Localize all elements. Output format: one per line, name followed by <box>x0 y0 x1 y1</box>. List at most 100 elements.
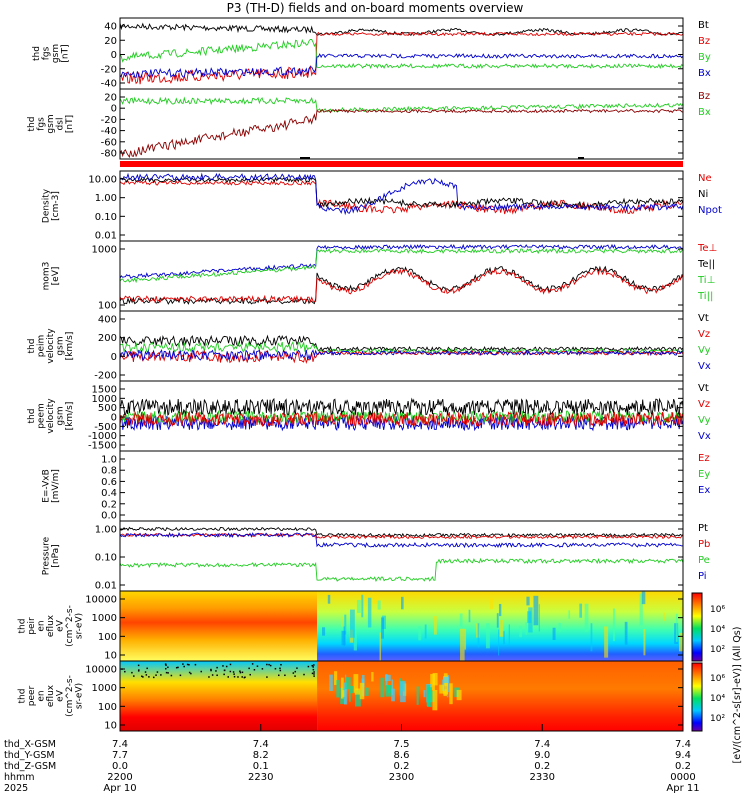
spectrogram-cell <box>210 668 212 671</box>
spectrogram-cell <box>225 665 228 668</box>
y-axis-label-line: thd <box>27 409 37 424</box>
spectrogram-cell <box>485 623 490 649</box>
x-tick-date: Apr 10 <box>103 783 136 794</box>
x-tick-label: 8.2 <box>253 750 269 761</box>
y-tick-label: 10 <box>104 651 117 662</box>
spectrogram-cell <box>341 630 346 646</box>
y-axis-label-line: Pressure <box>41 536 51 575</box>
spectrogram-cell <box>380 677 385 698</box>
spectrogram-cell <box>341 616 343 627</box>
y-tick-label: 0.4 <box>101 488 117 499</box>
spectrogram-cell <box>188 671 191 674</box>
spectrogram-cell <box>294 675 296 677</box>
spectrogram-cell <box>663 612 665 621</box>
y-axis-label: Density [cm-3] <box>41 188 61 223</box>
legend-entry: Bx <box>698 107 711 118</box>
spectrogram-cell <box>142 676 144 678</box>
flag-mark <box>300 157 310 159</box>
series-vt <box>119 397 684 417</box>
spectrogram-cell <box>167 666 169 669</box>
spectrogram-cell <box>165 667 167 670</box>
legend-entry: Ez <box>698 453 710 464</box>
spectrogram-cell <box>503 631 505 645</box>
spectrogram-cell <box>222 665 224 667</box>
spectrogram-cell <box>424 624 427 639</box>
spectrogram-cell <box>190 672 192 675</box>
legend-entry: Pi <box>698 571 707 582</box>
spectrogram-cell <box>568 610 571 619</box>
spectrogram-cell <box>439 684 445 694</box>
y-tick-label: 10.00 <box>88 175 117 186</box>
y-tick-label: 0.8 <box>101 466 117 477</box>
spectrogram-cell <box>538 604 540 632</box>
spectrogram-cell <box>336 680 340 698</box>
spectrogram-cell <box>145 674 148 676</box>
y-axis-label-line: eV <box>56 619 66 632</box>
spectrogram-cell <box>558 623 561 633</box>
series-tipar <box>119 247 684 284</box>
colorbar-tick-label: 10² <box>710 645 725 655</box>
legend-entry: Vz <box>698 399 710 410</box>
x-tick-label: 7.4 <box>675 739 691 750</box>
spectrogram-cell <box>156 671 159 673</box>
panel-9: 10000 1000 100 10 thd peir en eflux eV (cm^2-s-sr… <box>18 590 684 662</box>
spectrogram-cell <box>133 675 135 677</box>
spectrogram-cell <box>443 676 449 695</box>
series-bx <box>119 96 684 113</box>
spectrogram-cell <box>296 667 298 669</box>
colorbar-electron <box>691 662 703 732</box>
spectrogram-cell <box>124 670 126 673</box>
spectrogram-cell <box>148 676 150 678</box>
spectrogram-cell <box>138 669 140 671</box>
spectrogram-cell <box>239 671 242 674</box>
y-axis-label-line: Density <box>41 188 51 223</box>
spectrogram-cell <box>251 663 254 665</box>
spectrogram-cell <box>229 663 232 666</box>
spectrogram-cell <box>268 663 270 666</box>
y-tick-label: 0.2 <box>101 499 117 510</box>
y-tick-label: 100 <box>98 632 117 643</box>
spectrogram-cell <box>313 675 315 677</box>
spectrogram-cell <box>379 632 382 661</box>
y-axis-label: E=-VxB [mV/m] <box>41 469 61 503</box>
spectrogram-cell <box>612 608 616 642</box>
y-axis-label-line: gsm <box>51 44 61 63</box>
spectrogram-cell <box>678 632 683 652</box>
colorbar-tick-label: 10⁴ <box>710 694 725 704</box>
legend-entry: Vz <box>698 329 710 340</box>
spectrogram-cell <box>460 628 465 661</box>
series-vx <box>119 348 684 361</box>
panel-10: 10000 1000 100 10 thd peer en eflux eV (cm^2-s-sr… <box>18 660 684 732</box>
spectrogram-cell <box>381 617 385 639</box>
y-tick-label: 40 <box>104 22 117 33</box>
spectrogram-cell <box>141 675 143 678</box>
x-tick-label: 2330 <box>530 772 555 783</box>
legend-entry: Ex <box>698 485 710 496</box>
y-tick-label: 100 <box>98 301 117 312</box>
spectrogram-cell <box>447 674 449 693</box>
y-axis-label-line: (cm^2-s- <box>65 675 75 717</box>
spectrogram-cell <box>216 674 218 677</box>
spectrogram-cell <box>253 669 256 671</box>
spectrogram-cell <box>401 596 404 610</box>
y-axis-label-line: [cm-3] <box>51 191 61 221</box>
x-tick-label: 7.4 <box>253 739 269 750</box>
spectrogram-cell <box>175 666 178 669</box>
spectrogram-cell <box>179 674 182 677</box>
y-axis-label-line: thd <box>18 689 28 704</box>
y-tick-label: 1.00 <box>95 193 117 204</box>
spectrogram-cell <box>499 619 504 637</box>
y-tick-label: -40 <box>101 79 117 90</box>
spectrogram-cell <box>144 671 147 673</box>
y-tick-label: 1.0 <box>101 455 117 466</box>
y-axis-label-line: sr-eV) <box>75 683 85 709</box>
spectrogram-cell <box>354 690 361 707</box>
spectrogram-cell <box>526 596 530 606</box>
spectrogram-cell <box>477 623 480 648</box>
panel-1: 40 20 0 -20 -40 thd fgs gsm [nT] Bt Bz By Bx <box>32 17 711 90</box>
spectrogram-cell <box>350 609 355 638</box>
spectrogram-cell <box>227 676 229 678</box>
spectrogram-cell <box>312 666 314 668</box>
spectrogram-cell <box>349 689 351 702</box>
